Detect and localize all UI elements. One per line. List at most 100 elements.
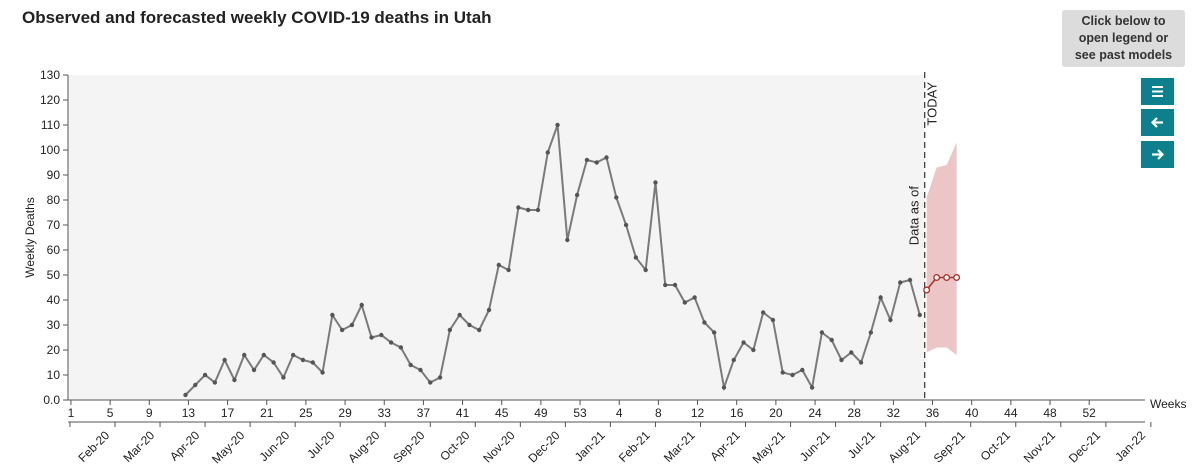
observed-point [663,282,668,288]
arrow-left-icon [1150,117,1163,128]
x-week-tick-label: 16 [730,406,744,420]
date-tick-label: Jun-20 [257,428,293,464]
observed-point [790,372,795,378]
data-as-of-label: Data as of [907,186,922,246]
y-tick-label: 60 [47,243,61,257]
observed-point [437,375,443,380]
observed-point [290,352,296,358]
observed-point [339,327,345,333]
date-tick-label: Sep-21 [931,428,968,465]
date-tick-label: Jun-21 [797,428,833,464]
x-axis-label: Weeks [1150,397,1186,411]
forecast-point [923,286,931,294]
observed-point [388,340,394,345]
y-axis-label: Weekly Deaths [23,197,37,277]
observed-point [702,320,707,325]
date-tick-label: Jul-21 [845,428,878,461]
observed-point [183,392,188,398]
date-tick-label: Nov-20 [480,428,517,465]
observed-point [359,302,364,308]
observed-point [418,367,423,373]
y-tick-label: 20 [47,343,61,357]
observed-point [506,267,511,273]
x-week-tick-label: 32 [887,406,901,420]
x-week-tick-label: 37 [417,406,431,420]
observed-point [212,380,218,385]
observed-point [379,332,384,338]
observed-point [242,352,247,358]
observed-point [682,300,688,305]
x-week-tick-label: 52 [1083,406,1097,420]
x-week-tick-label: 36 [926,406,940,420]
observed-point [888,317,893,323]
observed-point [300,357,306,363]
open-legend-button[interactable] [1141,78,1174,105]
observed-point [907,277,913,283]
observed-point [643,267,648,273]
observed-point [604,155,609,160]
observed-point [486,307,492,313]
date-tick-label: Dec-20 [525,428,562,465]
date-tick-label: Sep-20 [390,428,427,465]
observed-point [222,357,227,363]
observed-point [594,160,599,165]
observed-point [535,207,541,213]
date-tick-label: Apr-20 [167,428,203,464]
observed-point [800,367,805,373]
observed-point [271,360,276,365]
legend-hint-line: Click below to [1081,14,1166,28]
arrow-right-icon [1152,149,1165,160]
observed-point [428,380,433,385]
forecast-point [943,274,951,281]
observed-point [731,357,736,363]
observed-point [770,317,776,323]
y-tick-label: 10 [47,368,61,382]
y-tick-label: 50 [47,268,61,282]
previous-model-button[interactable] [1141,109,1174,136]
y-tick-label: 70 [47,218,61,232]
observed-point [457,312,462,318]
x-week-tick-label: 53 [573,406,587,420]
next-model-button[interactable] [1141,141,1174,168]
observed-point [780,370,785,375]
y-tick-label: 90 [47,168,61,182]
date-tick-label: Feb-21 [616,428,653,465]
y-tick-label: 30 [47,318,61,332]
observed-point [349,322,355,328]
x-week-tick-label: 17 [221,406,235,420]
x-week-tick-label: 13 [182,406,196,420]
y-tick-label: 130 [40,68,60,82]
observed-point [653,180,658,185]
x-week-tick-label: 1 [68,406,75,420]
observed-point [809,385,815,390]
x-week-tick-label: 49 [534,406,548,420]
observed-point [496,262,501,268]
observed-point [741,340,746,345]
x-week-tick-label: 20 [769,406,783,420]
x-week-tick-label: 40 [965,406,979,420]
observed-point [692,295,697,300]
y-tick-label: 80 [47,193,61,207]
x-week-tick-label: 24 [808,406,822,420]
observed-point [898,280,903,285]
observed-point [574,192,580,198]
observed-point [232,377,237,383]
date-tick-label: Mar-20 [120,428,157,465]
observed-point [672,282,678,288]
observed-point [584,157,590,163]
date-tick-label: Jan-21 [572,428,608,464]
observed-point [858,360,864,365]
forecast-point [933,274,941,281]
observed-point [193,382,198,388]
date-tick-label: Oct-20 [437,428,473,464]
observed-point [829,337,834,343]
observed-point [623,222,629,228]
observed-point [545,150,550,155]
observed-point [614,195,619,200]
observed-point [839,357,844,363]
observed-point [398,345,404,350]
x-week-tick-label: 28 [848,406,862,420]
forecast-point [953,274,961,281]
x-week-tick-label: 8 [655,406,662,420]
observed-point [819,330,825,335]
